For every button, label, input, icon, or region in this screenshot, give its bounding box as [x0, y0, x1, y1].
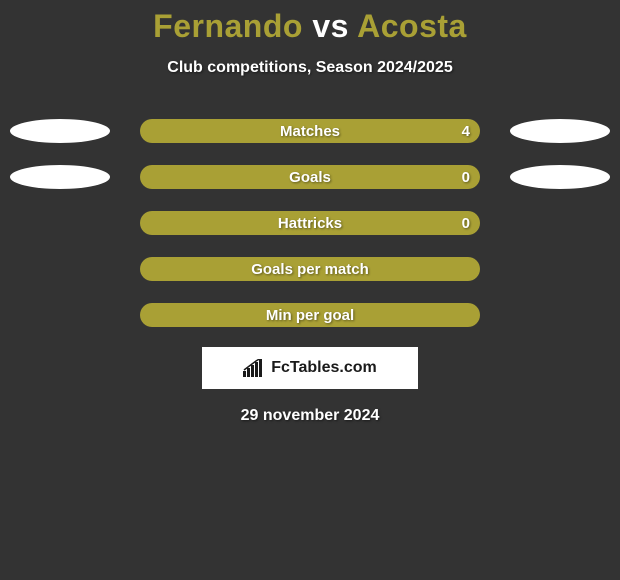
ellipse-right — [510, 119, 610, 143]
date-text: 29 november 2024 — [0, 407, 620, 425]
player2-name: Acosta — [357, 8, 467, 44]
stat-value: 0 — [462, 169, 470, 186]
player1-name: Fernando — [153, 8, 303, 44]
stat-bar: Matches 4 — [140, 119, 480, 143]
stat-label: Min per goal — [266, 307, 354, 324]
page-title: Fernando vs Acosta — [0, 0, 620, 45]
stat-row: Goals 0 — [0, 165, 620, 189]
stat-value: 4 — [462, 123, 470, 140]
stat-row: Min per goal — [0, 303, 620, 327]
stat-label: Goals — [289, 169, 331, 186]
stat-bar: Hattricks 0 — [140, 211, 480, 235]
stat-row: Hattricks 0 — [0, 211, 620, 235]
bar-chart-icon — [243, 359, 265, 377]
brand-text: FcTables.com — [271, 359, 377, 377]
ellipse-right — [510, 165, 610, 189]
ellipse-left — [10, 165, 110, 189]
brand-badge: FcTables.com — [202, 347, 418, 389]
stat-label: Hattricks — [278, 215, 342, 232]
stat-label: Matches — [280, 123, 340, 140]
ellipse-left — [10, 119, 110, 143]
stat-label: Goals per match — [251, 261, 369, 278]
stat-bar: Goals 0 — [140, 165, 480, 189]
stat-bar: Min per goal — [140, 303, 480, 327]
stat-row: Goals per match — [0, 257, 620, 281]
stat-value: 0 — [462, 215, 470, 232]
vs-text: vs — [312, 8, 349, 44]
stat-bar: Goals per match — [140, 257, 480, 281]
stat-row: Matches 4 — [0, 119, 620, 143]
stats-rows: Matches 4 Goals 0 Hattricks 0 Goals per match M… — [0, 119, 620, 327]
subtitle: Club competitions, Season 2024/2025 — [0, 59, 620, 77]
infographic-container: Fernando vs Acosta Club competitions, Se… — [0, 0, 620, 580]
